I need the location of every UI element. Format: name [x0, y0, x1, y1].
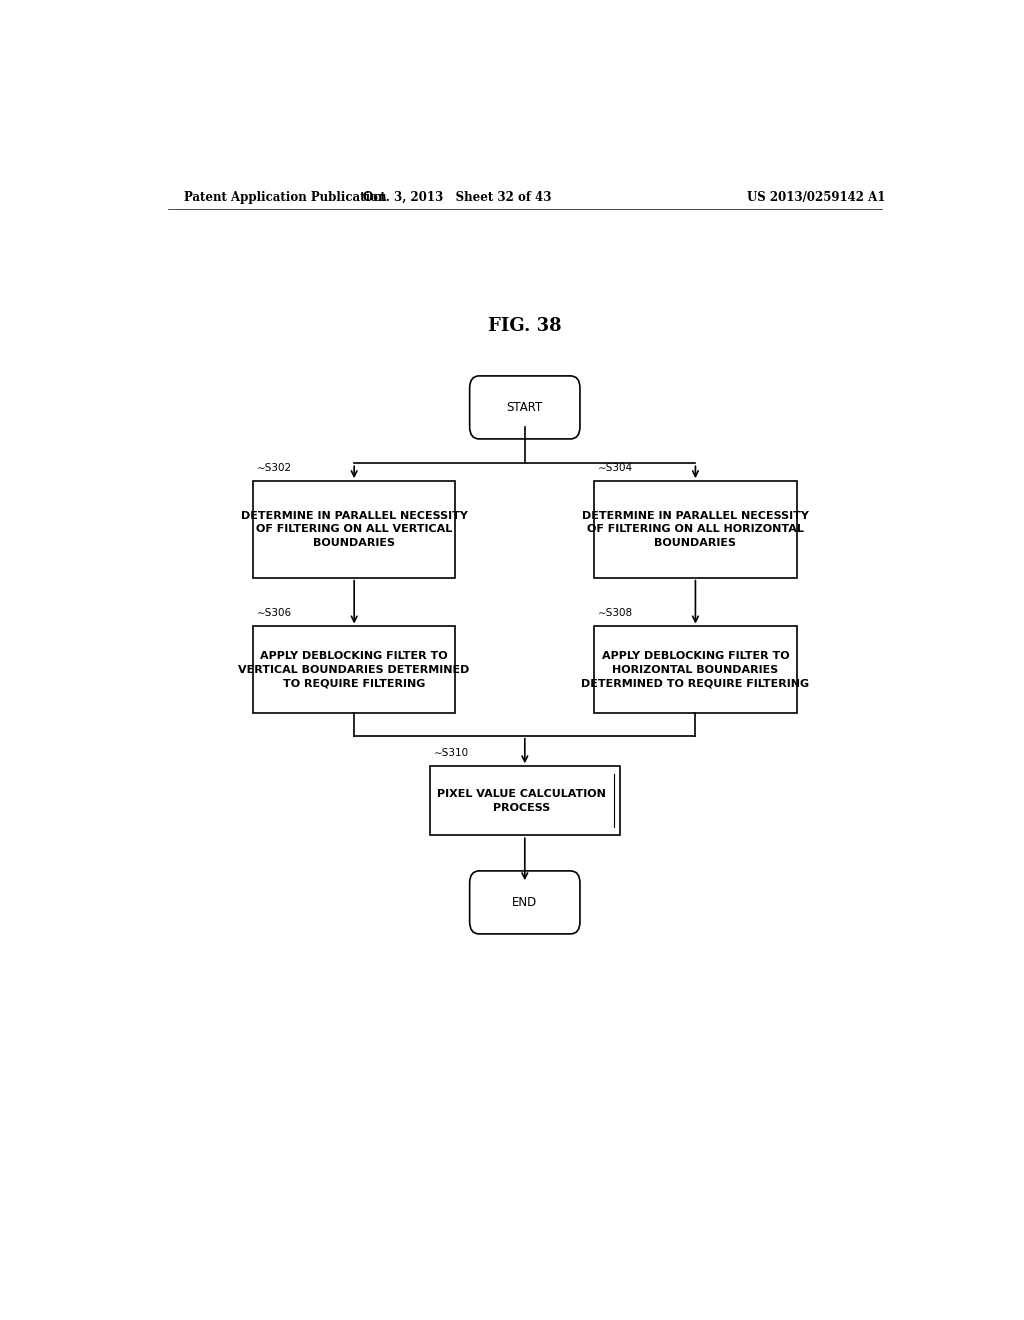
- FancyBboxPatch shape: [470, 871, 580, 935]
- Text: START: START: [507, 401, 543, 414]
- Text: US 2013/0259142 A1: US 2013/0259142 A1: [748, 190, 886, 203]
- Text: ∼S304: ∼S304: [598, 463, 633, 473]
- Text: ∼S302: ∼S302: [257, 463, 292, 473]
- Text: FIG. 38: FIG. 38: [488, 317, 561, 335]
- Bar: [594, 627, 797, 713]
- Text: ∼S310: ∼S310: [433, 748, 469, 758]
- Bar: [253, 480, 456, 578]
- Bar: [253, 627, 456, 713]
- Text: Oct. 3, 2013   Sheet 32 of 43: Oct. 3, 2013 Sheet 32 of 43: [364, 190, 552, 203]
- Bar: [430, 766, 621, 836]
- FancyBboxPatch shape: [470, 376, 580, 440]
- Text: DETERMINE IN PARALLEL NECESSITY
OF FILTERING ON ALL HORIZONTAL
BOUNDARIES: DETERMINE IN PARALLEL NECESSITY OF FILTE…: [582, 511, 809, 548]
- Text: PIXEL VALUE CALCULATION
PROCESS: PIXEL VALUE CALCULATION PROCESS: [437, 789, 606, 813]
- Bar: [594, 480, 797, 578]
- Text: ∼S306: ∼S306: [257, 609, 292, 618]
- Text: APPLY DEBLOCKING FILTER TO
VERTICAL BOUNDARIES DETERMINED
TO REQUIRE FILTERING: APPLY DEBLOCKING FILTER TO VERTICAL BOUN…: [239, 651, 470, 688]
- Text: Patent Application Publication: Patent Application Publication: [183, 190, 386, 203]
- Text: APPLY DEBLOCKING FILTER TO
HORIZONTAL BOUNDARIES
DETERMINED TO REQUIRE FILTERING: APPLY DEBLOCKING FILTER TO HORIZONTAL BO…: [582, 651, 810, 688]
- Text: DETERMINE IN PARALLEL NECESSITY
OF FILTERING ON ALL VERTICAL
BOUNDARIES: DETERMINE IN PARALLEL NECESSITY OF FILTE…: [241, 511, 468, 548]
- Text: END: END: [512, 896, 538, 909]
- Text: ∼S308: ∼S308: [598, 609, 633, 618]
